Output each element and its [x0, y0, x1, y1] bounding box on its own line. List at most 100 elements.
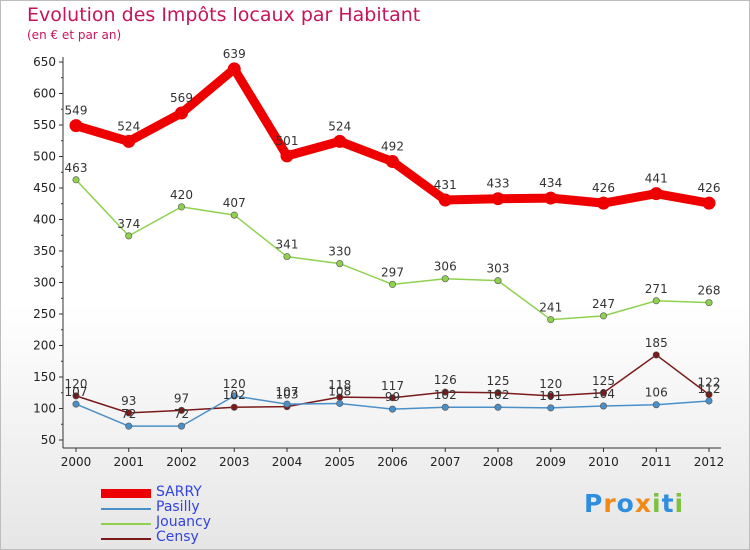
logo-letter: i [652, 489, 662, 518]
data-label-censy: 97 [174, 391, 189, 405]
data-point-pasilly [547, 404, 555, 412]
data-label-pasilly: 101 [539, 389, 562, 403]
data-label-jouancy: 271 [645, 282, 668, 296]
data-label-sarry: 524 [117, 119, 140, 133]
data-label-censy: 120 [65, 377, 88, 391]
logo-letter: P [584, 489, 604, 518]
data-point-censy [388, 394, 396, 402]
legend-swatch [101, 489, 151, 498]
data-point-jouancy [178, 203, 186, 211]
x-tick-label: 2007 [430, 455, 461, 469]
data-label-pasilly: 120 [223, 377, 246, 391]
data-point-jouancy [547, 316, 555, 324]
data-point-jouancy [599, 312, 607, 320]
chart-subtitle: (en € et par an) [27, 28, 122, 42]
data-point-sarry [597, 196, 610, 210]
data-point-sarry [333, 134, 347, 148]
x-tick-label: 2011 [641, 455, 672, 469]
data-label-censy: 125 [487, 374, 510, 388]
data-label-pasilly: 107 [276, 385, 299, 399]
data-point-pasilly [652, 401, 660, 409]
legend-item-pasilly: Pasilly [101, 499, 301, 516]
x-tick-label: 2001 [113, 455, 144, 469]
data-label-sarry: 426 [698, 181, 721, 195]
data-label-sarry: 434 [539, 176, 562, 190]
data-point-pasilly [230, 392, 238, 400]
data-point-sarry [122, 134, 136, 148]
data-label-pasilly: 112 [698, 382, 721, 396]
data-point-pasilly [336, 399, 344, 407]
legend-label: Jouancy [156, 514, 212, 530]
data-label-jouancy: 247 [592, 297, 615, 311]
data-point-pasilly [494, 403, 502, 411]
x-tick-label: 2000 [61, 455, 92, 469]
data-label-censy: 120 [539, 377, 562, 391]
data-label-jouancy: 268 [698, 284, 721, 298]
y-tick-label: 200 [33, 339, 56, 353]
data-point-censy [547, 392, 555, 400]
data-label-censy: 102 [223, 388, 246, 402]
data-label-sarry: 492 [381, 140, 404, 154]
data-point-jouancy [72, 176, 80, 184]
logo-letter: i [674, 489, 685, 518]
data-label-sarry: 569 [170, 91, 193, 105]
data-label-censy: 117 [381, 379, 404, 393]
data-label-sarry: 549 [65, 104, 88, 118]
data-label-pasilly: 104 [592, 387, 615, 401]
data-point-pasilly [283, 400, 291, 408]
x-tick-label: 2006 [377, 455, 408, 469]
data-label-jouancy: 303 [487, 262, 510, 276]
data-label-censy: 122 [698, 376, 721, 390]
data-label-pasilly: 106 [645, 386, 668, 400]
y-tick-label: 650 [33, 55, 56, 69]
y-tick-label: 550 [33, 118, 56, 132]
data-label-jouancy: 463 [65, 161, 88, 175]
y-tick-label: 100 [33, 402, 56, 416]
data-point-sarry [649, 187, 663, 201]
y-tick-label: 300 [33, 276, 56, 290]
data-point-pasilly [125, 422, 133, 430]
data-label-sarry: 433 [487, 177, 510, 191]
legend-item-sarry: SARRY [101, 484, 301, 501]
data-point-pasilly [441, 403, 449, 411]
logo-letter: o [616, 489, 635, 518]
data-label-censy: 185 [645, 336, 668, 350]
data-point-censy [494, 389, 502, 397]
data-label-pasilly: 107 [65, 385, 88, 399]
data-point-pasilly [388, 405, 396, 413]
logo-letter: x [634, 489, 652, 518]
data-point-sarry [702, 196, 716, 210]
data-point-jouancy [336, 260, 344, 268]
legend-label: Censy [156, 529, 199, 545]
data-point-sarry [227, 62, 241, 76]
data-label-jouancy: 241 [539, 301, 562, 315]
data-label-jouancy: 306 [434, 260, 457, 274]
data-label-censy: 126 [434, 373, 457, 387]
data-point-jouancy [388, 280, 396, 288]
y-tick-label: 250 [33, 307, 56, 321]
data-point-censy [441, 388, 449, 396]
data-label-pasilly: 102 [487, 388, 510, 402]
y-tick-label: 450 [33, 181, 56, 195]
data-label-sarry: 426 [592, 181, 615, 195]
y-tick-label: 50 [41, 433, 56, 447]
x-tick-label: 2012 [694, 455, 725, 469]
data-point-jouancy [494, 277, 502, 285]
data-point-sarry [386, 155, 399, 169]
data-label-censy: 103 [276, 388, 299, 402]
proxiti-logo: Proxiti [584, 489, 684, 518]
x-tick-label: 2003 [219, 455, 250, 469]
data-point-sarry [280, 149, 294, 163]
data-label-sarry: 524 [328, 119, 351, 133]
x-tick-label: 2008 [483, 455, 514, 469]
data-point-pasilly [705, 397, 713, 405]
x-tick-label: 2005 [324, 455, 355, 469]
data-point-censy [230, 403, 238, 411]
data-point-sarry [69, 119, 83, 133]
data-label-pasilly: 108 [328, 384, 351, 398]
data-point-jouancy [441, 275, 449, 283]
data-point-pasilly [72, 400, 80, 408]
data-label-censy: 125 [592, 374, 615, 388]
legend-label: SARRY [156, 484, 202, 500]
